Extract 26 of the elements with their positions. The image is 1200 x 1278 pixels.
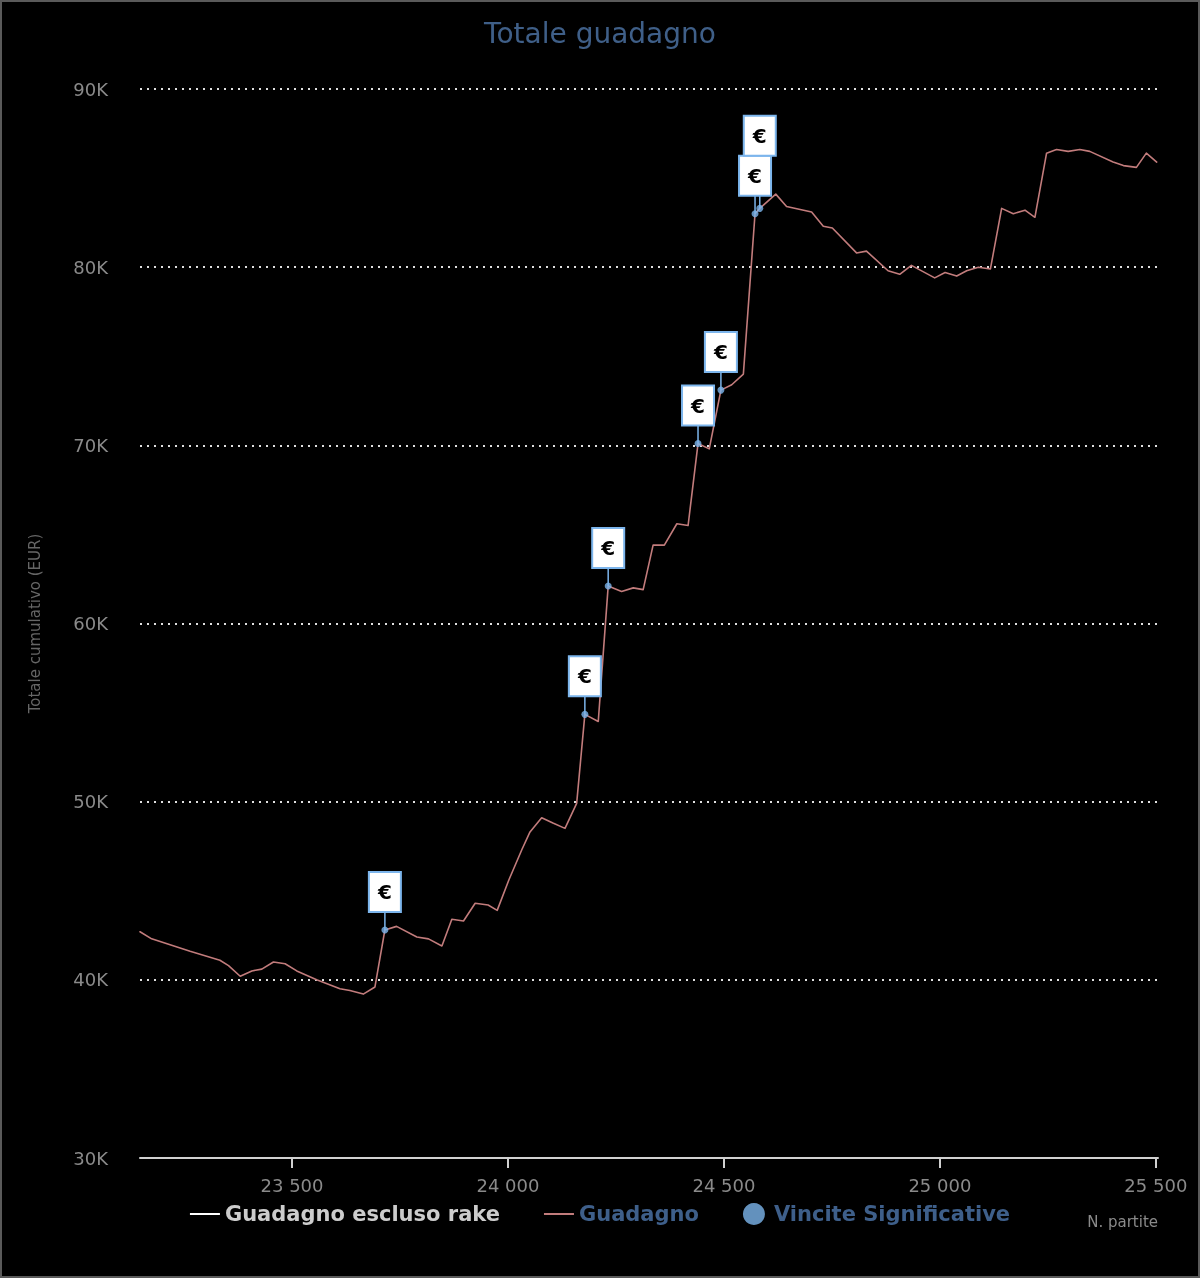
annotation: € <box>747 163 762 188</box>
legend-label: Guadagno escluso rake <box>224 1202 500 1226</box>
y-tick-label: 70K <box>73 434 110 456</box>
x-tick-label: 24 500 <box>692 1174 756 1196</box>
y-axis-title: Totale cumulativo (EUR) <box>25 533 44 715</box>
y-tick-label: 90K <box>73 78 110 100</box>
x-tick-label: 24 000 <box>476 1174 540 1196</box>
y-tick-label: 80K <box>73 256 110 278</box>
line-series <box>139 148 1158 995</box>
y-tick-label: 40K <box>73 969 110 991</box>
annotation: € <box>690 393 705 418</box>
y-tick-label: 50K <box>73 791 110 813</box>
legend-label: Guadagno <box>578 1202 699 1226</box>
annotation: € <box>600 536 616 561</box>
x-tick-label: 23 500 <box>260 1174 324 1196</box>
legend-label: Vincite Significative <box>773 1202 1011 1226</box>
annotation: € <box>751 123 767 148</box>
annotation: € <box>376 879 392 904</box>
y-tick-label: 30K <box>73 1147 110 1169</box>
x-axis-title: N. partite <box>1087 1212 1158 1231</box>
annotation: € <box>576 664 592 689</box>
chart-title: Totale guadagno <box>483 16 716 50</box>
y-tick-label: 60K <box>73 613 110 634</box>
x-tick-label: 25 500 <box>1124 1174 1188 1196</box>
x-tick-label: 25 000 <box>908 1174 972 1196</box>
annotation: € <box>712 340 728 365</box>
